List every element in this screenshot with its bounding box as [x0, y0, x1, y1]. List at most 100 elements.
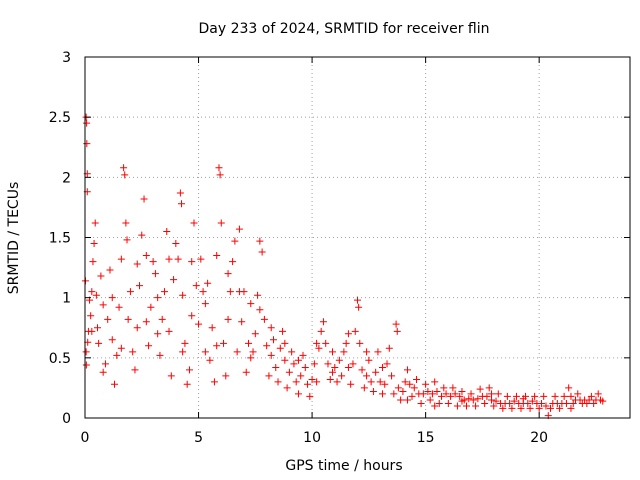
data-point: [188, 258, 196, 266]
data-point: [297, 372, 305, 380]
data-point: [260, 315, 268, 323]
data-point: [431, 402, 439, 410]
data-point: [310, 360, 318, 368]
data-point: [562, 400, 570, 408]
data-point: [183, 380, 191, 388]
data-point: [435, 400, 443, 408]
data-point: [267, 324, 275, 332]
data-point: [390, 390, 398, 398]
data-point: [354, 296, 361, 304]
data-point: [324, 360, 332, 368]
data-point: [106, 266, 114, 274]
data-point: [483, 392, 491, 400]
data-point: [163, 227, 171, 235]
y-tick-label: 1: [62, 291, 71, 307]
data-point: [540, 392, 548, 400]
data-point: [447, 392, 455, 400]
data-point: [433, 388, 441, 396]
data-point: [190, 219, 198, 227]
data-point: [91, 219, 99, 227]
data-point: [503, 392, 511, 400]
data-point: [122, 219, 130, 227]
data-point: [265, 372, 273, 380]
y-tick-label: 0.5: [49, 351, 71, 367]
data-point: [524, 400, 532, 408]
data-point: [469, 396, 477, 404]
data-point: [179, 348, 187, 356]
data-point: [351, 327, 359, 335]
data-point: [569, 400, 577, 408]
data-point: [440, 384, 448, 392]
x-axis-label: GPS time / hours: [285, 458, 402, 474]
data-point: [217, 219, 225, 227]
data-point: [510, 397, 518, 405]
data-point: [111, 380, 119, 388]
data-point: [381, 380, 389, 388]
data-point: [528, 397, 536, 405]
y-tick-label: 1.5: [49, 231, 71, 247]
data-point: [256, 306, 264, 314]
data-point: [313, 378, 321, 386]
data-point: [142, 252, 150, 260]
data-point: [292, 378, 300, 386]
data-point: [87, 312, 95, 320]
data-point: [138, 231, 146, 239]
x-tick-label: 0: [81, 430, 90, 446]
data-point: [397, 396, 405, 404]
data-point: [172, 240, 180, 248]
data-point: [444, 400, 452, 408]
data-point: [410, 384, 418, 392]
data-point: [115, 303, 123, 311]
data-point: [512, 392, 520, 400]
data-point: [537, 400, 545, 408]
data-point: [121, 171, 129, 179]
data-point: [149, 258, 157, 266]
data-point: [181, 339, 189, 347]
data-point: [419, 390, 427, 398]
data-point: [215, 164, 223, 172]
data-point: [340, 348, 348, 356]
data-point: [247, 300, 255, 308]
data-point: [363, 372, 371, 380]
data-point: [133, 324, 141, 332]
data-point: [213, 252, 221, 260]
data-point: [413, 375, 421, 383]
data-point: [88, 288, 96, 296]
data-point: [174, 255, 182, 263]
data-point: [456, 392, 464, 400]
data-point: [422, 380, 430, 388]
data-point: [487, 396, 495, 404]
data-point: [428, 390, 436, 398]
data-point: [195, 320, 203, 328]
data-point: [101, 360, 109, 368]
data-point: [99, 301, 107, 309]
data-point: [288, 348, 296, 356]
data-point: [126, 288, 134, 296]
data-point: [383, 360, 391, 368]
data-point: [599, 397, 607, 405]
data-point: [123, 236, 131, 244]
data-point: [567, 392, 575, 400]
data-point: [224, 315, 232, 323]
data-point: [204, 279, 212, 287]
data-point: [326, 375, 334, 383]
data-point: [526, 404, 534, 412]
data-point: [178, 200, 186, 208]
data-point: [201, 300, 209, 308]
data-point: [474, 395, 482, 403]
data-point: [385, 344, 393, 352]
x-tick-label: 15: [417, 430, 435, 446]
data-point: [145, 342, 153, 350]
data-point: [274, 378, 282, 386]
data-point: [378, 390, 386, 398]
data-point: [560, 392, 568, 400]
data-point: [531, 392, 539, 400]
y-tick-label: 2: [62, 170, 71, 186]
data-point: [90, 240, 98, 248]
data-point: [467, 390, 475, 398]
data-point: [165, 327, 173, 335]
data-point: [242, 368, 250, 376]
data-point: [167, 372, 175, 380]
data-point: [403, 396, 411, 404]
data-point: [315, 344, 323, 352]
